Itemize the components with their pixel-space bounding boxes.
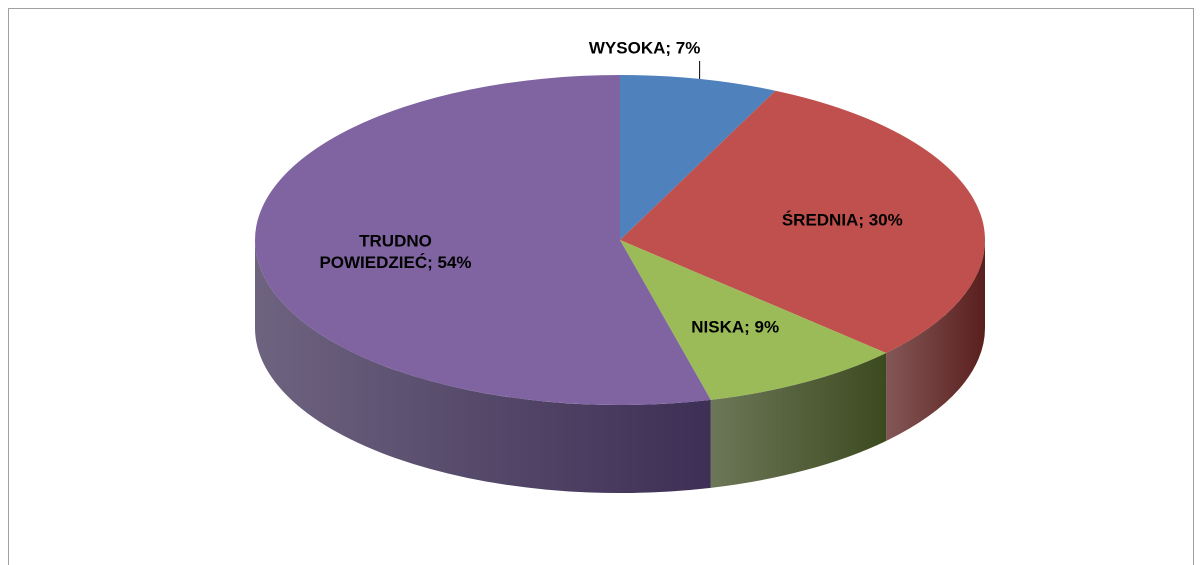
slice xyxy=(620,240,887,400)
data-label: NISKA; 9% xyxy=(691,318,779,337)
slice-side xyxy=(710,352,887,488)
slice-side xyxy=(886,240,985,441)
slice-side xyxy=(255,240,711,493)
data-label: TRUDNO POWIEDZIEĆ; 54% xyxy=(319,232,471,272)
chart-frame xyxy=(8,8,1194,565)
slice xyxy=(254,75,711,405)
slice xyxy=(620,90,985,353)
data-label: WYSOKA; 7% xyxy=(589,38,700,57)
slice xyxy=(620,75,776,240)
data-label: ŚREDNIA; 30% xyxy=(782,210,903,229)
